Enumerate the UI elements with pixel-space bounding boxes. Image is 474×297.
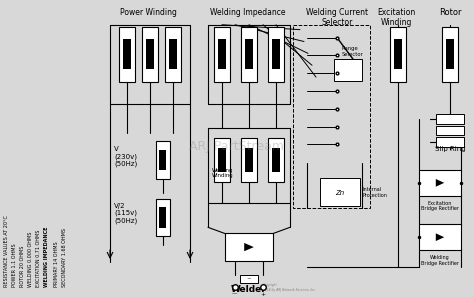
Text: V/2
(115v)
(50Hz): V/2 (115v) (50Hz) [114,203,137,224]
Text: Welding
Winding: Welding Winding [212,168,234,178]
Bar [245,40,253,69]
Bar [123,40,131,69]
Text: ~: ~ [246,276,251,281]
Bar [293,25,370,208]
Polygon shape [436,233,444,241]
Bar [436,138,464,147]
Bar [218,40,226,69]
Bar [272,148,280,172]
Bar [442,27,458,82]
Text: V
(230v)
(50Hz): V (230v) (50Hz) [114,146,137,167]
Bar [142,27,158,82]
Bar [159,150,166,170]
Bar [272,40,280,69]
Text: +: + [260,292,265,297]
Bar [214,27,230,82]
Bar [241,138,257,182]
Text: Rotor: Rotor [439,8,461,17]
Bar [268,27,284,82]
Text: WELDING 0.000 OHMS: WELDING 0.000 OHMS [27,231,33,287]
Bar [110,25,190,104]
Text: SECONDARY 1.68 OHMS: SECONDARY 1.68 OHMS [62,228,66,287]
Text: Range
Selector: Range Selector [342,46,364,57]
Text: EXCITATION 0.71 OHMS: EXCITATION 0.71 OHMS [36,229,40,287]
Text: POWER 1.1 OHMS: POWER 1.1 OHMS [11,243,17,287]
Bar [208,129,290,203]
Bar [436,114,464,124]
Bar [240,275,258,283]
Text: Welding Current
Selector: Welding Current Selector [306,8,368,27]
Text: Copyright
2014 by ARJ Network Services, Inc.: Copyright 2014 by ARJ Network Services, … [263,283,316,292]
Text: Slip Ring: Slip Ring [435,146,465,152]
Polygon shape [244,243,254,251]
Text: Excitation
Bridge Rectifier: Excitation Bridge Rectifier [421,201,459,211]
Bar [146,40,154,69]
Text: Welding Impedance: Welding Impedance [210,8,286,17]
Text: Excitation
Winding: Excitation Winding [377,8,415,27]
Text: ROTOR 20 OHMS: ROTOR 20 OHMS [19,245,25,287]
Text: PRIMARY 14 OHMS: PRIMARY 14 OHMS [54,241,58,287]
Bar [334,59,362,81]
Bar [268,138,284,182]
Bar [218,148,226,172]
Text: Internal
Protection: Internal Protection [363,187,388,198]
Text: ARJ PartStream: ARJ PartStream [190,140,284,153]
Bar [165,27,181,82]
Bar [169,40,177,69]
Bar [419,224,461,250]
Bar [436,126,464,135]
Text: RESISTANCE VALUES AT 20°C: RESISTANCE VALUES AT 20°C [3,215,9,287]
Bar [320,178,360,206]
Bar [225,233,273,261]
Text: Power Winding: Power Winding [119,8,176,17]
Text: —: — [231,292,237,297]
Bar [208,25,290,104]
Bar [245,148,253,172]
Bar [156,141,170,179]
Polygon shape [436,179,444,187]
Bar [214,138,230,182]
Bar [241,27,257,82]
Bar [156,199,170,236]
Bar [119,27,135,82]
Text: Welder: Welder [231,285,267,293]
Text: Welding
Bridge Rectifier: Welding Bridge Rectifier [421,255,459,266]
Text: WELDING IMPEDANCE: WELDING IMPEDANCE [45,226,49,287]
Bar [159,207,166,228]
Text: Zn: Zn [336,190,345,196]
Bar [394,40,402,69]
Bar [446,40,454,69]
Bar [419,170,461,196]
Bar [390,27,406,82]
